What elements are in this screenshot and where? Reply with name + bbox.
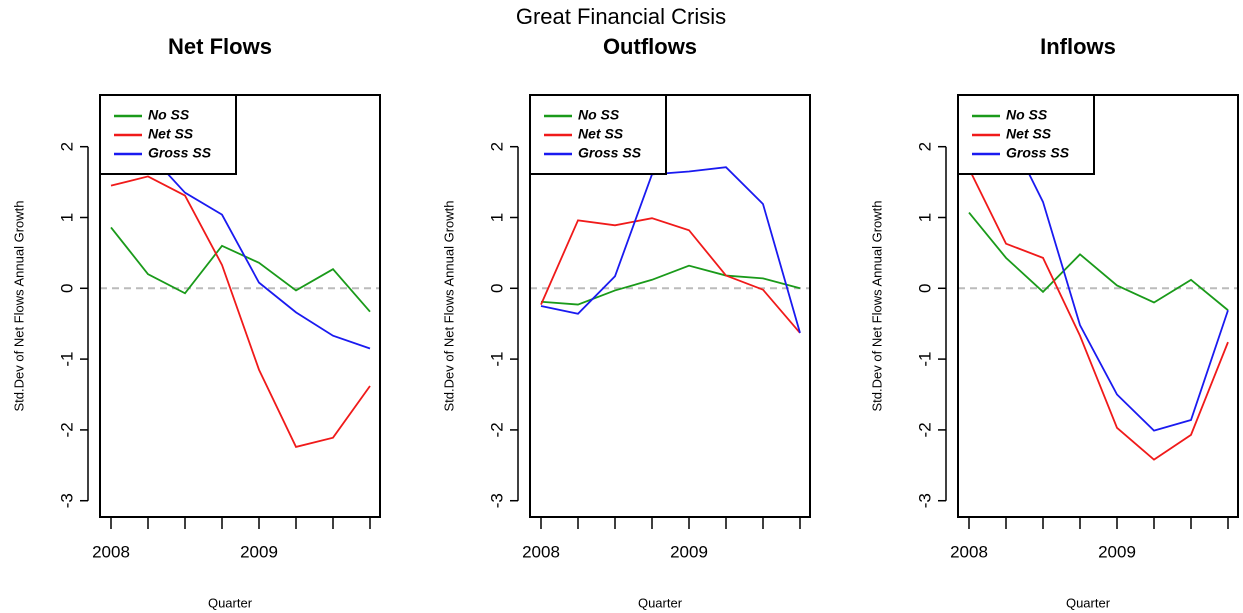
y-tick-label: -1 — [915, 352, 934, 367]
y-tick-label: 2 — [487, 142, 506, 151]
x-tick-label: 2008 — [522, 542, 560, 561]
legend-label: Gross SS — [1006, 145, 1070, 161]
y-tick-label: 1 — [915, 213, 934, 222]
x-tick-label: 2009 — [1098, 542, 1136, 561]
y-tick-label: -3 — [487, 493, 506, 508]
series-line — [540, 217, 801, 334]
panel-title: Net Flows — [168, 34, 272, 59]
y-axis-label: Std.Dev of Net Flows Annual Growth — [869, 201, 884, 412]
x-tick-label: 2009 — [240, 542, 278, 561]
plot-frame — [957, 94, 1239, 518]
x-axis-label: Quarter — [208, 595, 253, 610]
y-axis-label: Std.Dev of Net Flows Annual Growth — [11, 201, 26, 412]
legend-box — [99, 94, 237, 175]
panel-title: Inflows — [1040, 34, 1116, 59]
y-tick-label: 0 — [57, 284, 76, 293]
x-tick-label: 2008 — [950, 542, 988, 561]
panel-title: Outflows — [603, 34, 697, 59]
series-line — [968, 211, 1229, 311]
series-line — [540, 264, 801, 306]
y-tick-label: -1 — [487, 352, 506, 367]
y-tick-label: -3 — [57, 493, 76, 508]
series-line — [110, 175, 371, 448]
y-tick-label: -1 — [57, 352, 76, 367]
legend-label: Net SS — [1006, 126, 1052, 142]
plot-frame — [99, 94, 381, 518]
y-tick-label: -2 — [487, 422, 506, 437]
legend-label: No SS — [1006, 107, 1048, 123]
x-axis-label: Quarter — [638, 595, 683, 610]
legend-label: Gross SS — [578, 145, 642, 161]
x-tick-label: 2009 — [670, 542, 708, 561]
y-tick-label: -2 — [915, 422, 934, 437]
y-axis-label: Std.Dev of Net Flows Annual Growth — [441, 201, 456, 412]
y-tick-label: 0 — [487, 284, 506, 293]
x-axis-label: Quarter — [1066, 595, 1111, 610]
y-tick-label: -2 — [57, 422, 76, 437]
series-line — [968, 168, 1229, 461]
figure-title: Great Financial Crisis — [516, 4, 726, 29]
plot-frame — [529, 94, 811, 518]
x-tick-label: 2008 — [92, 542, 130, 561]
legend-box — [529, 94, 667, 175]
legend-label: Gross SS — [148, 145, 212, 161]
y-tick-label: 0 — [915, 284, 934, 293]
legend-label: No SS — [578, 107, 620, 123]
panel: Net Flows Std.Dev of Net Flows Annual Gro… — [11, 34, 381, 610]
panel: Outflows Std.Dev of Net Flows Annual Grow… — [441, 34, 811, 610]
y-tick-label: 1 — [57, 213, 76, 222]
series-line — [110, 226, 371, 313]
legend-label: Net SS — [578, 126, 624, 142]
panel: Inflows Std.Dev of Net Flows Annual Growt… — [869, 34, 1239, 610]
y-tick-label: 2 — [57, 142, 76, 151]
series-line — [540, 166, 801, 334]
legend-label: No SS — [148, 107, 190, 123]
legend-label: Net SS — [148, 126, 194, 142]
y-tick-label: -3 — [915, 493, 934, 508]
y-tick-label: 2 — [915, 142, 934, 151]
y-tick-label: 1 — [487, 213, 506, 222]
